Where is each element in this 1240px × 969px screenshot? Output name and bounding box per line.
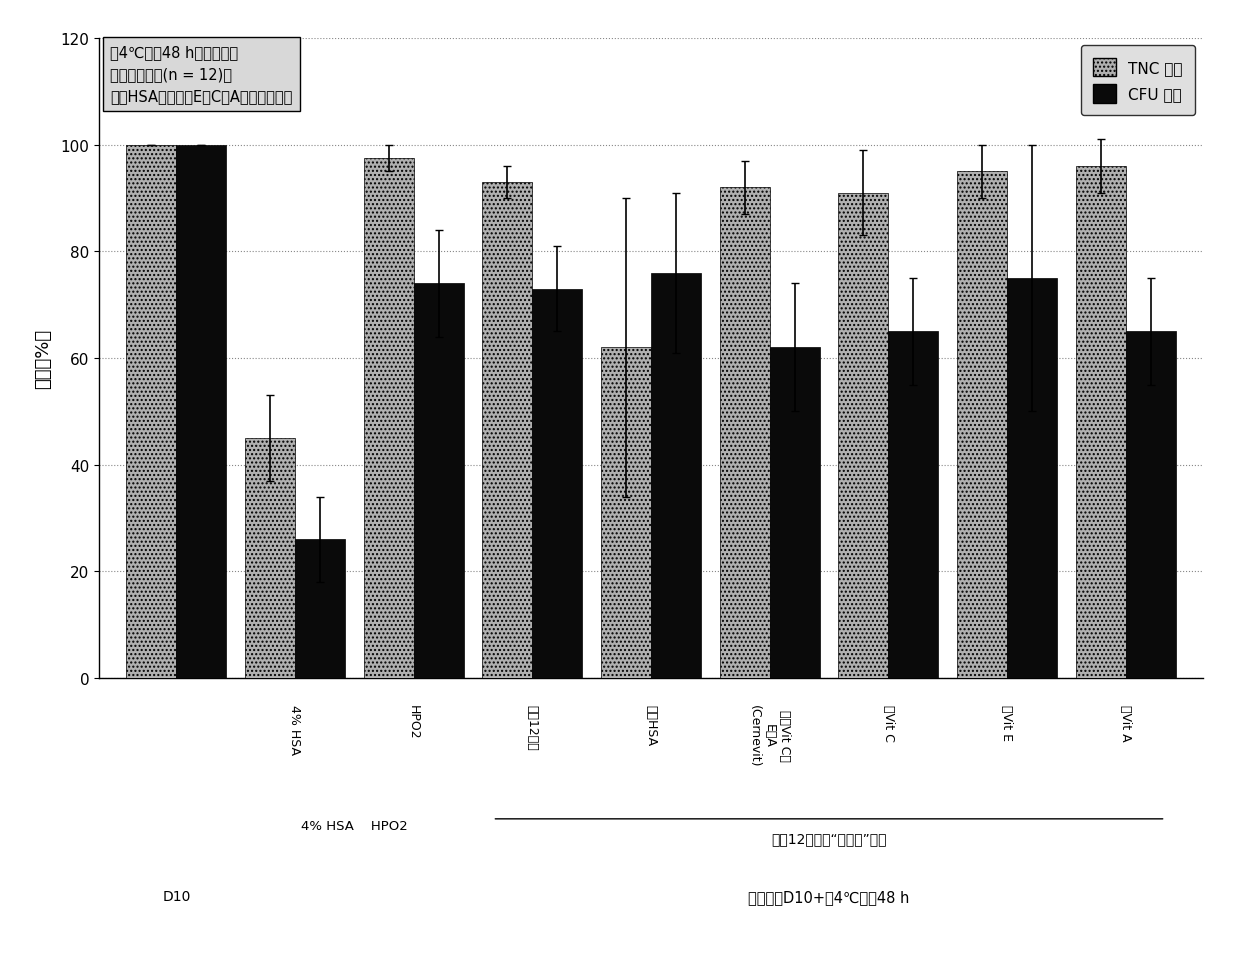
Bar [601,348,651,678]
Bar [414,284,464,678]
Text: 4% HSA: 4% HSA [289,703,301,754]
Y-axis label: 收率（%）: 收率（%） [35,328,52,389]
Text: 仅Vit E: 仅Vit E [1001,703,1013,740]
Bar [295,540,345,678]
Bar [838,194,888,678]
Text: 4% HSA    HPO2: 4% HSA HPO2 [301,819,408,832]
Text: D10: D10 [162,890,191,903]
Bar [1076,167,1126,678]
Bar [720,188,770,678]
Text: 配方12培养基“可注射”组分: 配方12培养基“可注射”组分 [771,831,887,846]
Text: 配方12组分: 配方12组分 [526,703,539,750]
Bar [482,183,532,678]
Bar [651,273,701,678]
Text: 在4℃下储48 h的扩增的细
胞的保存收率(n = 12)。
关于HSA和维生素E、C、A的优势的研究: 在4℃下储48 h的扩增的细 胞的保存收率(n = 12)。 关于HSA和维生素… [110,46,293,105]
Bar [126,145,176,678]
Text: 仅Vit C: 仅Vit C [882,703,895,740]
Bar [1126,332,1176,678]
Bar [246,438,295,678]
Bar [770,348,820,678]
Bar [1007,279,1056,678]
Bar [363,159,414,678]
Bar [176,145,226,678]
Text: 培养结束D10+在4℃下储48 h: 培养结束D10+在4℃下储48 h [748,890,910,904]
Bar [957,172,1007,678]
Text: 不含Vit C、
E、A
(Cernevit): 不含Vit C、 E、A (Cernevit) [748,703,791,766]
Legend: TNC 收率, CFU 收率: TNC 收率, CFU 收率 [1081,47,1195,115]
Bar [532,290,582,678]
Text: HPO2: HPO2 [407,703,420,738]
Text: 仅Vit A: 仅Vit A [1120,703,1132,740]
Text: 不含HSA: 不含HSA [645,703,657,745]
Bar [888,332,939,678]
